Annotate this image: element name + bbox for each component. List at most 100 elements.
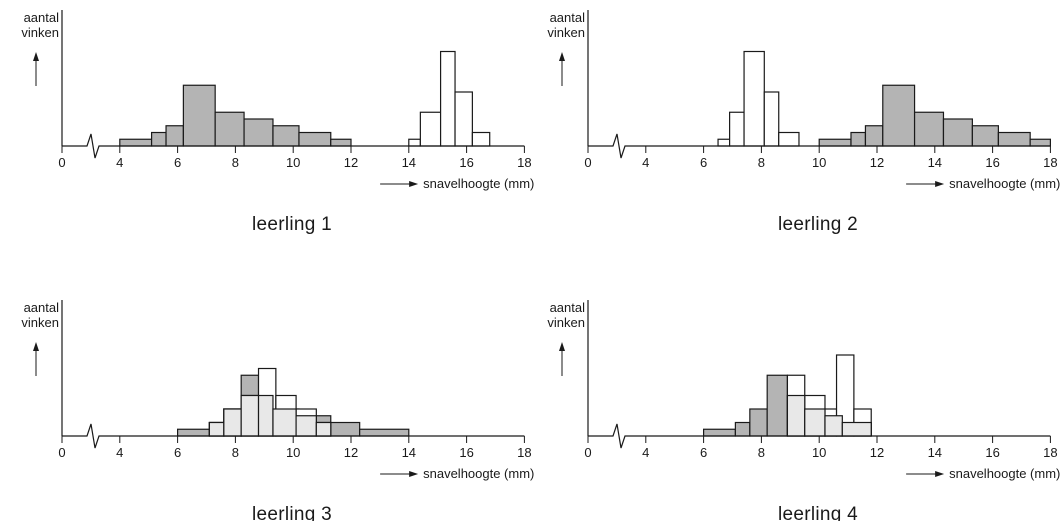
x-tick-label: 10: [812, 445, 826, 460]
y-arrow-head: [33, 52, 39, 61]
y-arrow-head: [33, 342, 39, 351]
x-tick-label: 0: [58, 445, 65, 460]
histogram-bar: [272, 408, 297, 437]
histogram-bar: [359, 428, 410, 437]
histogram-bar: [240, 394, 260, 437]
panel-caption: leerling 2: [778, 214, 858, 235]
x-arrow-head: [935, 181, 945, 187]
x-tick-label: 6: [174, 155, 181, 170]
histogram-bar: [717, 138, 731, 147]
x-tick-label: 4: [642, 155, 649, 170]
x-tick-label: 0: [584, 445, 591, 460]
x-tick-label: 18: [1043, 155, 1057, 170]
histogram-bar: [177, 428, 210, 437]
x-axis-line: [62, 423, 525, 449]
histogram-bar: [763, 91, 780, 147]
x-tick-label: 8: [758, 155, 765, 170]
x-tick-label: 0: [584, 155, 591, 170]
y-axis-label: vinken: [547, 315, 585, 330]
histogram-bar: [419, 111, 442, 147]
histogram-bar: [298, 131, 332, 147]
x-tick-label: 4: [642, 445, 649, 460]
histogram-bar: [150, 131, 167, 147]
histogram-bar: [997, 131, 1031, 147]
x-axis-label: snavelhoogte (mm): [423, 466, 534, 481]
x-tick-label: 8: [232, 445, 239, 460]
panel-caption: leerling 1: [252, 214, 332, 235]
x-tick-label: 10: [286, 155, 300, 170]
x-tick-label: 12: [870, 155, 884, 170]
x-tick-label: 12: [870, 445, 884, 460]
histogram-bar: [471, 131, 491, 147]
x-tick-label: 4: [116, 445, 123, 460]
histogram-bar: [1029, 138, 1052, 147]
x-arrow-head: [409, 181, 419, 187]
histogram-bar: [257, 394, 274, 437]
x-tick-label: 18: [517, 445, 531, 460]
x-tick-label: 8: [232, 155, 239, 170]
histogram-bar: [702, 428, 736, 437]
x-tick-label: 16: [985, 155, 999, 170]
x-tick-label: 16: [459, 155, 473, 170]
x-tick-label: 14: [402, 155, 416, 170]
histogram-bar: [766, 374, 789, 437]
histogram-bar: [439, 50, 456, 147]
histogram-bar: [864, 125, 884, 147]
panel-caption: leerling 4: [778, 504, 858, 521]
histogram-bar: [942, 118, 973, 147]
x-axis-label: snavelhoogte (mm): [423, 176, 534, 191]
x-tick-label: 6: [700, 155, 707, 170]
x-tick-label: 12: [344, 155, 358, 170]
x-tick-label: 18: [1043, 445, 1057, 460]
x-tick-label: 10: [812, 155, 826, 170]
x-axis-line: [588, 133, 1051, 159]
histogram-bar: [408, 138, 421, 147]
y-axis-label: aantal: [24, 300, 60, 315]
histogram-bar: [454, 91, 473, 147]
x-arrow-head: [409, 471, 419, 477]
x-arrow-head: [935, 471, 945, 477]
histogram-bar: [882, 84, 916, 147]
y-axis-label: vinken: [21, 315, 59, 330]
histogram-bar: [824, 415, 843, 437]
y-axis-label: aantal: [24, 10, 60, 25]
x-tick-label: 16: [985, 445, 999, 460]
y-arrow-head: [559, 342, 565, 351]
histogram-bar: [841, 421, 872, 437]
x-tick-label: 18: [517, 155, 531, 170]
histogram-bar: [330, 421, 361, 437]
histogram-bar: [119, 138, 153, 147]
histogram-bar: [729, 111, 745, 147]
y-axis-label: vinken: [547, 25, 585, 40]
x-tick-label: 14: [928, 445, 942, 460]
x-tick-label: 14: [402, 445, 416, 460]
histogram-bar: [330, 138, 352, 147]
histogram-bar: [315, 421, 332, 437]
histogram-bar: [214, 111, 245, 147]
x-tick-label: 12: [344, 445, 358, 460]
histogram-bar: [734, 421, 751, 437]
histogram-bar: [749, 408, 768, 437]
x-tick-label: 16: [459, 445, 473, 460]
y-arrow-head: [559, 52, 565, 61]
histogram-bar: [971, 125, 999, 147]
histogram-bar: [850, 131, 867, 147]
x-tick-label: 4: [116, 155, 123, 170]
x-axis-label: snavelhoogte (mm): [949, 176, 1060, 191]
x-axis-line: [588, 423, 1051, 449]
histogram-bar: [272, 125, 300, 147]
histogram-bar: [786, 394, 806, 437]
x-tick-label: 8: [758, 445, 765, 460]
x-tick-label: 14: [928, 155, 942, 170]
x-axis-label: snavelhoogte (mm): [949, 466, 1060, 481]
panel-caption: leerling 3: [252, 504, 332, 521]
histogram-bar: [165, 125, 184, 147]
x-axis-line: [62, 133, 525, 159]
x-tick-label: 10: [286, 445, 300, 460]
y-axis-label: vinken: [21, 25, 59, 40]
